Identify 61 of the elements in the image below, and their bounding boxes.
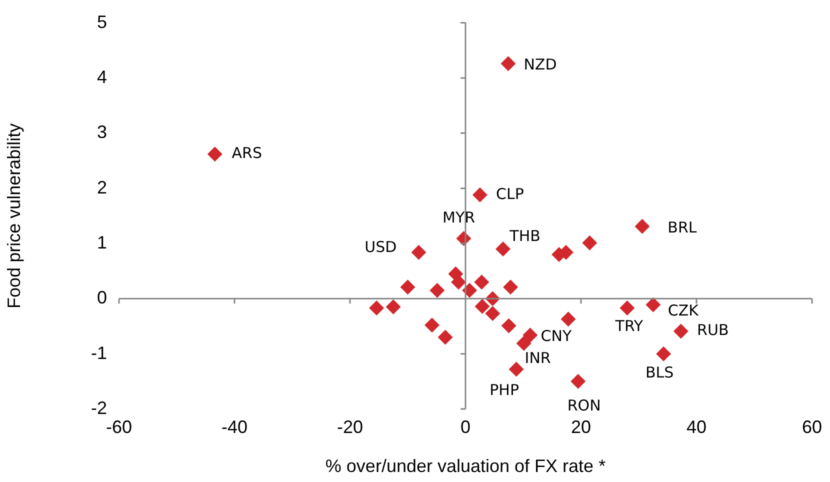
annotation: TRY — [614, 316, 644, 335]
point — [522, 328, 538, 343]
point — [430, 282, 445, 298]
point — [503, 280, 518, 295]
annotation: PHP — [490, 381, 519, 400]
point — [369, 300, 384, 316]
point — [472, 187, 488, 202]
x-tick-label: 0 — [460, 416, 470, 437]
point — [462, 282, 478, 298]
y-tick-label: 2 — [96, 177, 107, 198]
point — [560, 312, 576, 327]
point — [656, 346, 672, 362]
annotation: CZK — [668, 302, 700, 320]
point — [411, 244, 426, 260]
point — [501, 318, 516, 334]
y-tick-label: 1 — [96, 232, 107, 252]
point — [424, 318, 440, 333]
y-tick-label: -2 — [90, 398, 107, 418]
annotation: NZD — [524, 56, 557, 74]
point — [496, 242, 511, 257]
x-axis-title: % over/under valuation of FX rate * — [325, 456, 606, 476]
point — [386, 299, 401, 314]
point — [582, 235, 598, 250]
x-tick-label: -60 — [106, 416, 132, 437]
y-tick-label: 3 — [96, 122, 107, 142]
annotation: CLP — [496, 184, 524, 203]
annotation: THB — [508, 226, 540, 245]
annotation: BLS — [645, 364, 674, 382]
annotation: INR — [524, 349, 551, 368]
point — [508, 362, 524, 377]
point — [451, 274, 466, 290]
x-tick-label: 40 — [686, 416, 707, 437]
y-tick-label: 4 — [96, 66, 107, 87]
x-tick-label: 20 — [570, 416, 592, 437]
y-axis-title: Food price vulnerability — [4, 123, 24, 308]
point — [620, 300, 635, 316]
point — [570, 374, 586, 389]
x-tick-label: 60 — [802, 416, 822, 437]
annotation: BRL — [668, 218, 698, 236]
point — [500, 56, 516, 72]
point — [207, 146, 222, 162]
point — [400, 280, 416, 295]
point — [474, 298, 490, 314]
y-tick-label: 5 — [96, 12, 107, 32]
point — [673, 324, 688, 339]
point — [634, 218, 650, 234]
point — [438, 330, 453, 345]
y-tick-label: 0 — [96, 288, 107, 308]
x-tick-label: -40 — [221, 416, 248, 437]
annotation: RON — [567, 396, 601, 414]
annotation: ARS — [232, 144, 262, 162]
annotation: USD — [364, 238, 397, 256]
point — [474, 274, 490, 290]
point — [646, 297, 661, 312]
annotation: RUB — [697, 321, 729, 340]
point — [485, 306, 500, 322]
annotation: CNY — [540, 326, 572, 345]
y-tick-label: -1 — [90, 342, 107, 363]
annotation: MYR — [442, 208, 476, 226]
point — [516, 336, 532, 351]
x-tick-label: -20 — [336, 416, 364, 437]
